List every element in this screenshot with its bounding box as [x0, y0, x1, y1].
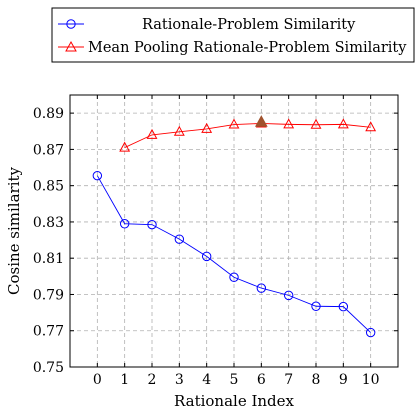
- data-point: [201, 251, 212, 262]
- legend-box: [51, 7, 415, 63]
- series: [92, 115, 377, 338]
- y-tick-label: 0.85: [33, 179, 64, 195]
- x-tick-label: 5: [230, 372, 239, 388]
- legend-label-series-0: Rationale-Problem Similarity: [142, 17, 356, 33]
- data-point: [283, 118, 295, 129]
- legend-entry-series-0: Rationale-Problem Similarity: [58, 17, 356, 33]
- data-point: [119, 141, 131, 152]
- series-line: [124, 123, 371, 148]
- series-1: [119, 117, 377, 152]
- x-tick-label: 7: [284, 372, 293, 388]
- series-0: [92, 170, 376, 338]
- x-tick-label: 9: [339, 372, 348, 388]
- data-point: [119, 219, 130, 229]
- legend-triangle-marker: [65, 40, 77, 52]
- data-point: [338, 301, 349, 312]
- data-point: [229, 272, 239, 282]
- legend-circle-marker: [66, 19, 76, 29]
- data-point: [146, 128, 158, 139]
- axis-ticks: 0 1 2 3 4 5 6 7 8 9 10 0.75 0.77 0.79 0.81 0.83 0.85 0.87…: [33, 95, 398, 388]
- data-point: [174, 234, 185, 244]
- data-point: [365, 327, 376, 338]
- x-tick-label: 2: [148, 372, 157, 388]
- x-tick-label: 3: [175, 372, 184, 388]
- x-tick-label: 10: [362, 372, 380, 388]
- highlight-marker: [254, 115, 268, 127]
- y-tick-label: 0.89: [33, 106, 64, 122]
- series-line: [96, 175, 371, 333]
- y-tick-label: 0.81: [33, 251, 64, 267]
- data-point: [201, 122, 213, 133]
- legend: Rationale-Problem Similarity Mean Poolin…: [51, 7, 415, 63]
- y-tick-label: 0.75: [33, 360, 64, 376]
- x-tick-label: 6: [257, 372, 266, 388]
- y-tick-label: 0.77: [33, 324, 64, 340]
- y-axis-title: Cosine similarity: [5, 166, 23, 295]
- data-point: [283, 290, 294, 301]
- data-point: [311, 301, 321, 311]
- data-point: [256, 283, 267, 293]
- legend-entry-series-1: Mean Pooling Rationale-Problem Similarit…: [58, 40, 407, 56]
- x-axis-title: Rationale Index: [174, 392, 295, 410]
- y-tick-label: 0.83: [33, 215, 64, 231]
- x-tick-label: 4: [202, 372, 211, 388]
- data-point: [365, 121, 377, 132]
- data-point: [147, 219, 157, 230]
- y-tick-label: 0.87: [33, 142, 64, 158]
- x-tick-label: 8: [312, 372, 321, 388]
- data-point: [337, 118, 349, 129]
- data-point: [92, 170, 103, 181]
- x-tick-label: 1: [120, 372, 129, 388]
- legend-label-series-1: Mean Pooling Rationale-Problem Similarit…: [88, 40, 407, 56]
- data-point: [310, 118, 322, 129]
- grid: [70, 95, 398, 368]
- x-tick-label: 0: [93, 372, 102, 388]
- data-point: [173, 125, 185, 136]
- data-point: [228, 118, 240, 129]
- y-tick-label: 0.79: [33, 287, 64, 303]
